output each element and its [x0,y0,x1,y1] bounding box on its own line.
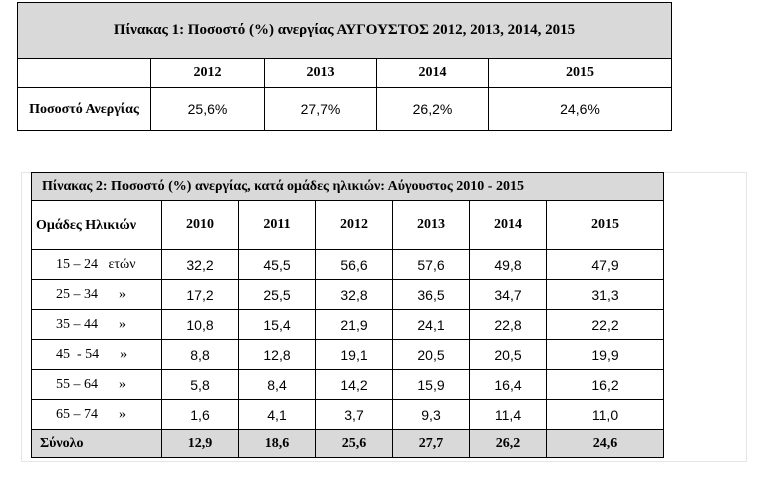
rate-cell: 21,9 [315,309,393,340]
total-cell: 27,7 [392,429,470,458]
rate-cell: 20,5 [469,339,547,370]
rate-cell: 22,2 [546,309,664,340]
rate-cell: 16,4 [469,369,547,400]
rate-cell: 25,6% [150,87,265,131]
unemployment-table-1: Πίνακας 1: Ποσοστό (%) ανεργίας ΑΥΓΟΥΣΤΟ… [17,2,672,131]
total-label: Σύνολο [31,429,162,458]
year-header: 2015 [488,58,672,88]
total-cell: 26,2 [469,429,547,458]
rate-cell: 16,2 [546,369,664,400]
age-group-label: 35 – 44 » [31,309,162,340]
rate-cell: 14,2 [315,369,393,400]
rate-cell: 11,0 [546,399,664,430]
table-row: 35 – 44 » 10,8 15,4 21,9 24,1 22,8 22,2 [31,309,664,340]
rate-cell: 22,8 [469,309,547,340]
year-header: 2015 [546,200,664,250]
rate-cell: 8,4 [238,369,316,400]
rate-cell: 3,7 [315,399,393,430]
rate-cell: 57,6 [392,249,470,280]
rate-cell: 19,1 [315,339,393,370]
rate-cell: 15,4 [238,309,316,340]
table-1-data-row: Ποσοστό Ανεργίας 25,6% 27,7% 26,2% 24,6% [17,87,672,131]
rate-cell: 32,2 [161,249,239,280]
table-row: 65 – 74 » 1,6 4,1 3,7 9,3 11,4 11,0 [31,399,664,430]
rate-cell: 24,6% [488,87,672,131]
year-header: 2013 [392,200,470,250]
age-group-label: 55 – 64 » [31,369,162,400]
table-1-corner-cell [17,58,151,88]
year-header: 2012 [315,200,393,250]
rate-cell: 15,9 [392,369,470,400]
rate-cell: 1,6 [161,399,239,430]
rate-cell: 47,9 [546,249,664,280]
rate-cell: 20,5 [392,339,470,370]
rate-cell: 25,5 [238,279,316,310]
table-row: 25 – 34 » 17,2 25,5 32,8 36,5 34,7 31,3 [31,279,664,310]
rate-cell: 34,7 [469,279,547,310]
table-1-title: Πίνακας 1: Ποσοστό (%) ανεργίας ΑΥΓΟΥΣΤΟ… [17,2,672,59]
table-2-header-row: Ομάδες Ηλικιών 2010 2011 2012 2013 2014 … [31,200,664,250]
rate-cell: 9,3 [392,399,470,430]
year-header: 2010 [161,200,239,250]
age-groups-header: Ομάδες Ηλικιών [31,200,162,250]
year-header: 2014 [376,58,489,88]
age-group-label: 25 – 34 » [31,279,162,310]
year-header: 2014 [469,200,547,250]
rate-cell: 5,8 [161,369,239,400]
rate-cell: 24,1 [392,309,470,340]
rate-cell: 10,8 [161,309,239,340]
table-1-header-row: 2012 2013 2014 2015 [17,58,672,88]
rate-cell: 31,3 [546,279,664,310]
rate-cell: 45,5 [238,249,316,280]
age-group-label: 65 – 74 » [31,399,162,430]
rate-cell: 27,7% [264,87,377,131]
total-cell: 24,6 [546,429,664,458]
year-header: 2013 [264,58,377,88]
rate-cell: 26,2% [376,87,489,131]
rate-cell: 8,8 [161,339,239,370]
table-row: 15 – 24 ετών 32,2 45,5 56,6 57,6 49,8 47… [31,249,664,280]
rate-cell: 12,8 [238,339,316,370]
rate-cell: 49,8 [469,249,547,280]
rate-cell: 32,8 [315,279,393,310]
age-group-label: 15 – 24 ετών [31,249,162,280]
row-label: Ποσοστό Ανεργίας [17,87,151,131]
rate-cell: 19,9 [546,339,664,370]
year-header: 2012 [150,58,265,88]
total-cell: 18,6 [238,429,316,458]
age-group-label: 45 - 54 » [31,339,162,370]
rate-cell: 56,6 [315,249,393,280]
total-row: Σύνολο 12,9 18,6 25,6 27,7 26,2 24,6 [31,429,664,458]
table-row: 55 – 64 » 5,8 8,4 14,2 15,9 16,4 16,2 [31,369,664,400]
rate-cell: 17,2 [161,279,239,310]
unemployment-by-age-table: Πίνακας 2: Ποσοστό (%) ανεργίας, κατά ομ… [31,172,664,458]
table-2-title: Πίνακας 2: Ποσοστό (%) ανεργίας, κατά ομ… [31,172,664,201]
table-row: 45 - 54 » 8,8 12,8 19,1 20,5 20,5 19,9 [31,339,664,370]
rate-cell: 11,4 [469,399,547,430]
rate-cell: 4,1 [238,399,316,430]
total-cell: 25,6 [315,429,393,458]
year-header: 2011 [238,200,316,250]
total-cell: 12,9 [161,429,239,458]
rate-cell: 36,5 [392,279,470,310]
